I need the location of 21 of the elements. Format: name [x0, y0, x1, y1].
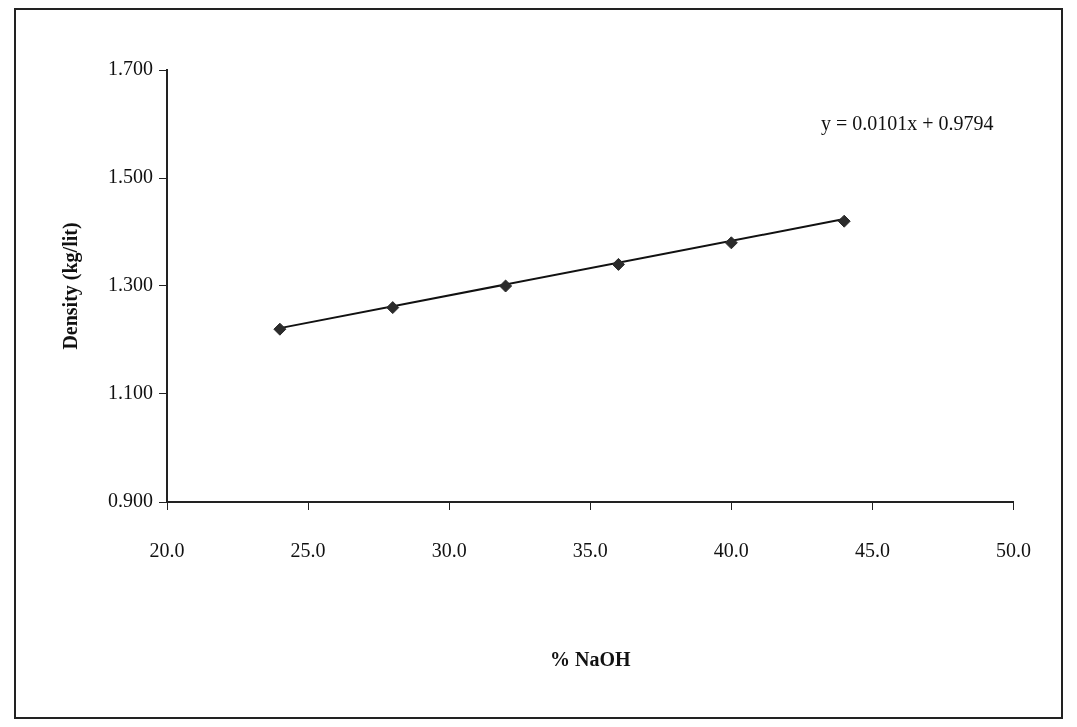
point	[611, 257, 625, 271]
point	[837, 214, 851, 228]
x-tick-label: 35.0	[572, 539, 608, 562]
x-tick-label: 20.0	[149, 539, 185, 562]
annotation: y = 0.0101x + 0.9794	[820, 112, 994, 136]
x-tick-label: 30.0	[431, 539, 467, 562]
point	[724, 236, 738, 250]
x-axis-title: % NaOH	[549, 648, 631, 671]
point	[499, 279, 513, 293]
y-axis-title: Density (kg/lit)	[59, 222, 83, 350]
x-tick-label: 25.0	[290, 539, 326, 562]
x-tick-label: 50.0	[996, 539, 1031, 562]
y-tick-label: 1.700	[108, 57, 153, 80]
point	[386, 301, 400, 315]
y-tick-label: 1.300	[108, 273, 153, 296]
x-tick-label: 45.0	[854, 539, 890, 562]
x-tick-label: 40.0	[713, 539, 749, 562]
y-tick-label: 1.500	[108, 165, 153, 188]
y-tick-label: 1.100	[108, 381, 153, 404]
point	[273, 322, 287, 336]
y-tick-label: 0.900	[108, 489, 153, 512]
